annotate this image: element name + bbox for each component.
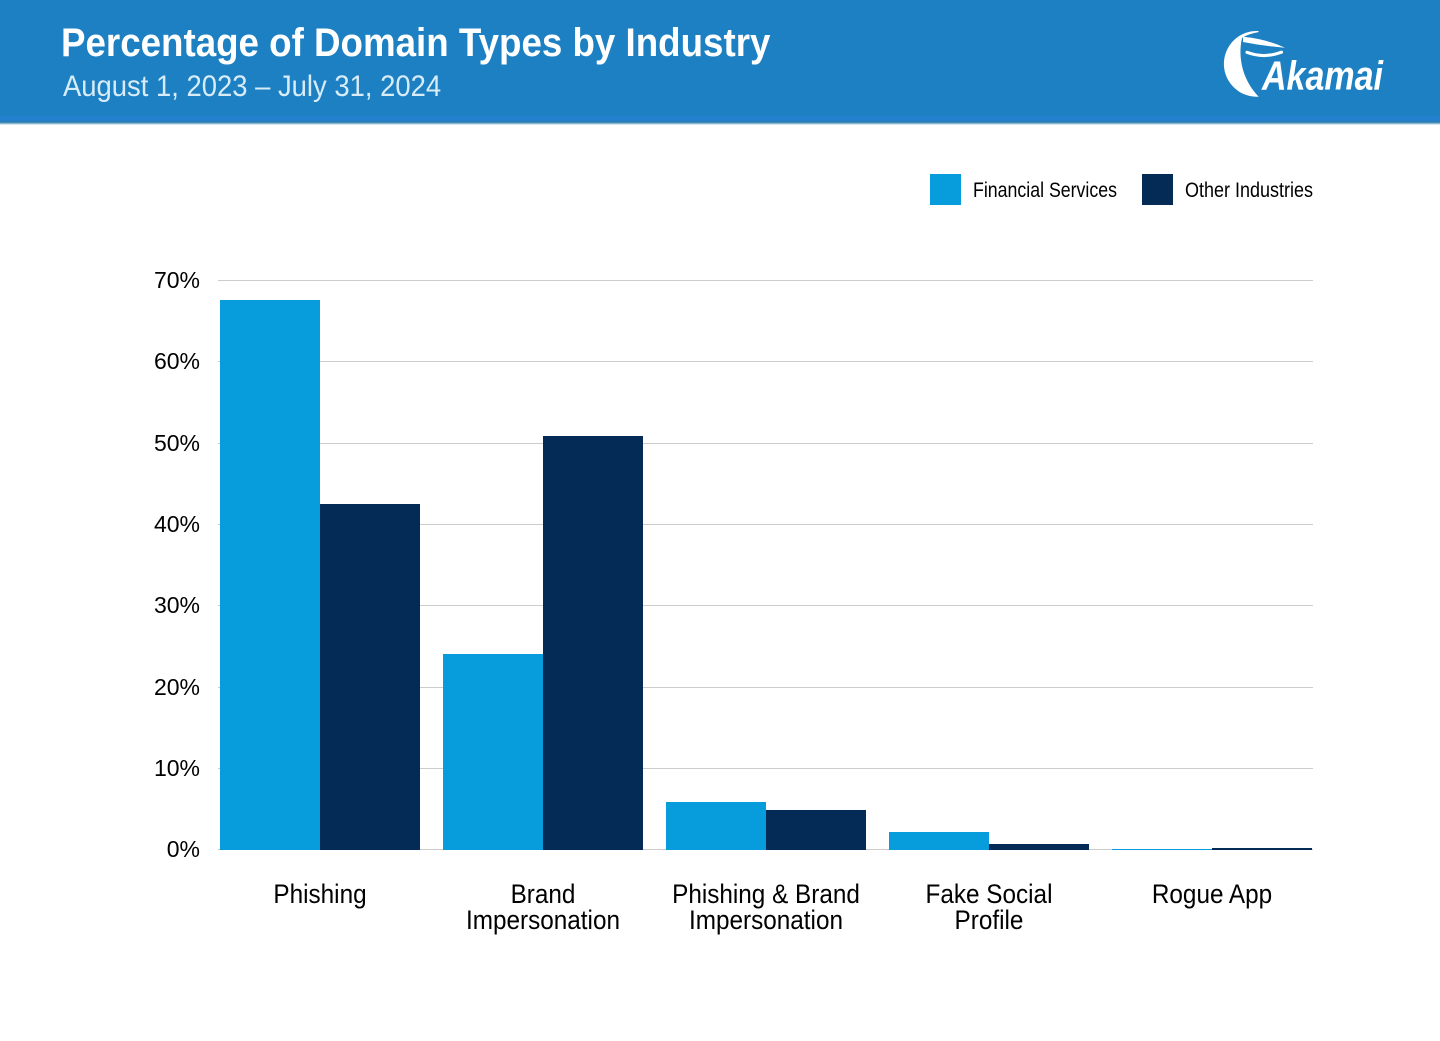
svg-text:Akamai: Akamai bbox=[1261, 53, 1383, 99]
